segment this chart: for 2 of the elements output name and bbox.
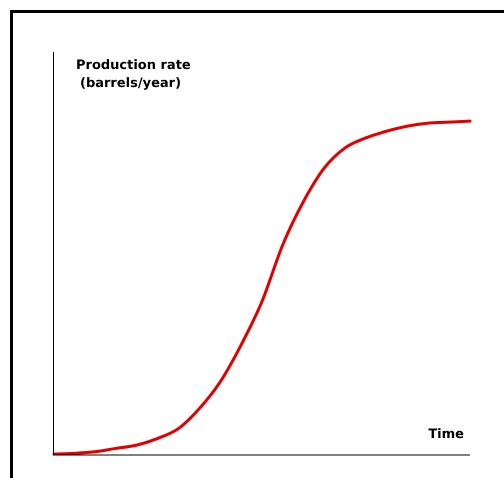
x-axis-title: Time bbox=[428, 427, 464, 442]
y-axis-title: Production rate (barrels/year) bbox=[76, 58, 191, 91]
